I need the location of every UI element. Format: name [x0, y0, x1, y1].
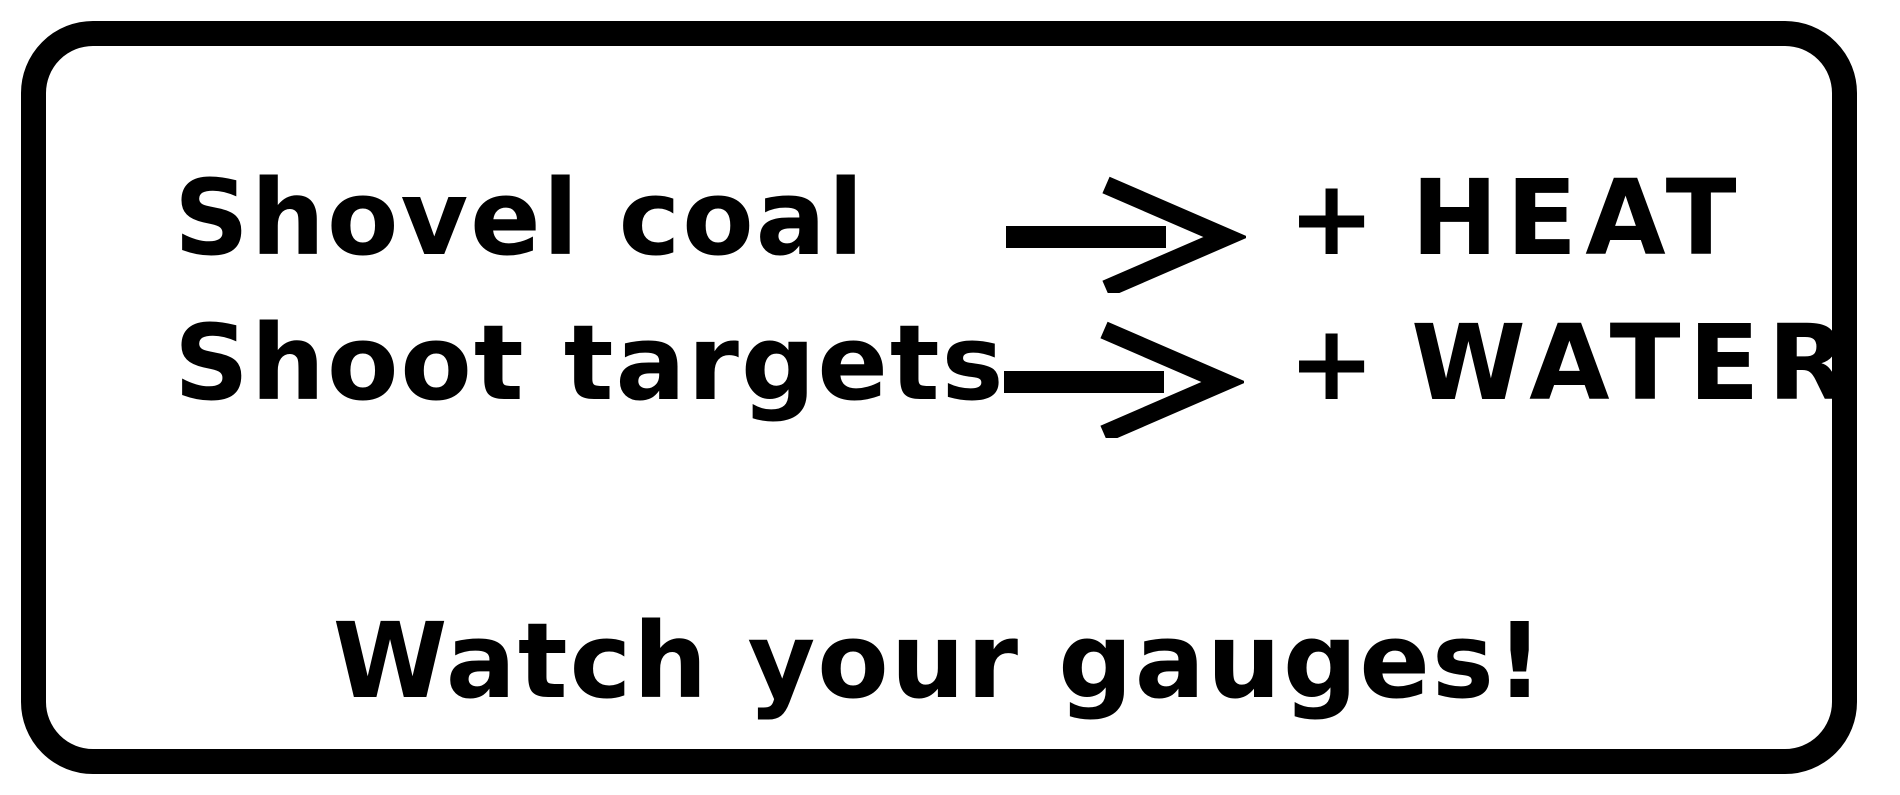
rule-action-label: Shoot targets: [174, 302, 1006, 424]
instruction-panel: Shovel coal + HEAT Shoot targets + WATER W…: [21, 21, 1857, 774]
plus-sign: +: [1288, 157, 1384, 279]
right-arrow-icon: [1006, 163, 1246, 293]
footer-hint: Watch your gauges!: [332, 600, 1546, 722]
resource-label-water: WATER: [1411, 302, 1856, 424]
plus-sign: +: [1288, 302, 1384, 424]
right-arrow-icon-graphic: [1004, 321, 1244, 438]
rule-row-shoot-targets: Shoot targets + WATER: [46, 302, 1848, 438]
resource-label-heat: HEAT: [1411, 157, 1745, 279]
rule-effect: + WATER: [1288, 308, 1856, 418]
rule-row-shovel-coal: Shovel coal + HEAT: [46, 157, 1832, 293]
right-arrow-icon-graphic: [1006, 176, 1246, 293]
rule-action-label: Shovel coal: [174, 157, 866, 279]
right-arrow-icon: [1004, 308, 1244, 438]
rule-effect: + HEAT: [1288, 163, 1745, 273]
